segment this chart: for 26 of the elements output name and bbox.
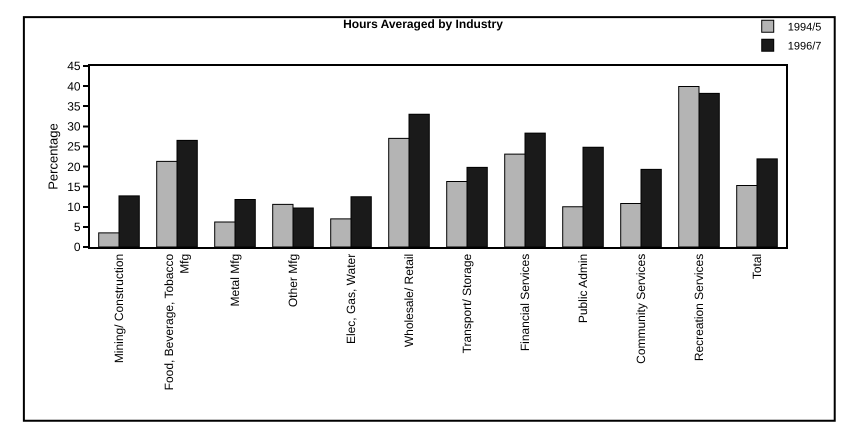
y-tick-label: 10	[67, 200, 81, 214]
x-tick-label: Public Admin	[576, 254, 590, 324]
y-tick-label: 0	[74, 240, 81, 254]
y-tick-label: 35	[67, 99, 81, 114]
x-tick-label: Total	[750, 254, 764, 280]
chart-title: Hours Averaged by Industry	[343, 16, 504, 31]
legend-label: 1996/7	[788, 40, 822, 52]
y-tick-label: 45	[67, 59, 81, 74]
x-tick-label: Elec, Gas, Water	[344, 254, 358, 344]
x-tick-label: Mining/ Construction	[112, 254, 126, 364]
y-tick-label: 5	[74, 220, 81, 234]
x-tick-label: Recreation Services	[692, 254, 706, 362]
x-tick-label: Metal Mfg	[228, 254, 242, 306]
x-tick-label: Transport/ Storage	[460, 253, 474, 354]
legend-label: 1994/5	[788, 21, 822, 34]
y-axis-title: Percentage	[46, 123, 61, 190]
x-tick-label: Community Services	[634, 254, 648, 364]
x-tick-label: Financial Services	[518, 254, 532, 352]
y-tick-label: 30	[67, 120, 81, 134]
y-tick-label: 40	[67, 79, 81, 94]
x-tick-label: Food, Beverage, Tobacco Mfg	[162, 253, 192, 390]
x-tick-label: Wholesale/ Retail	[402, 254, 416, 348]
y-tick-label: 20	[67, 160, 81, 174]
x-tick-label: Other Mfg	[286, 254, 300, 308]
y-tick-label: 15	[67, 180, 81, 194]
y-tick-label: 25	[67, 140, 81, 154]
